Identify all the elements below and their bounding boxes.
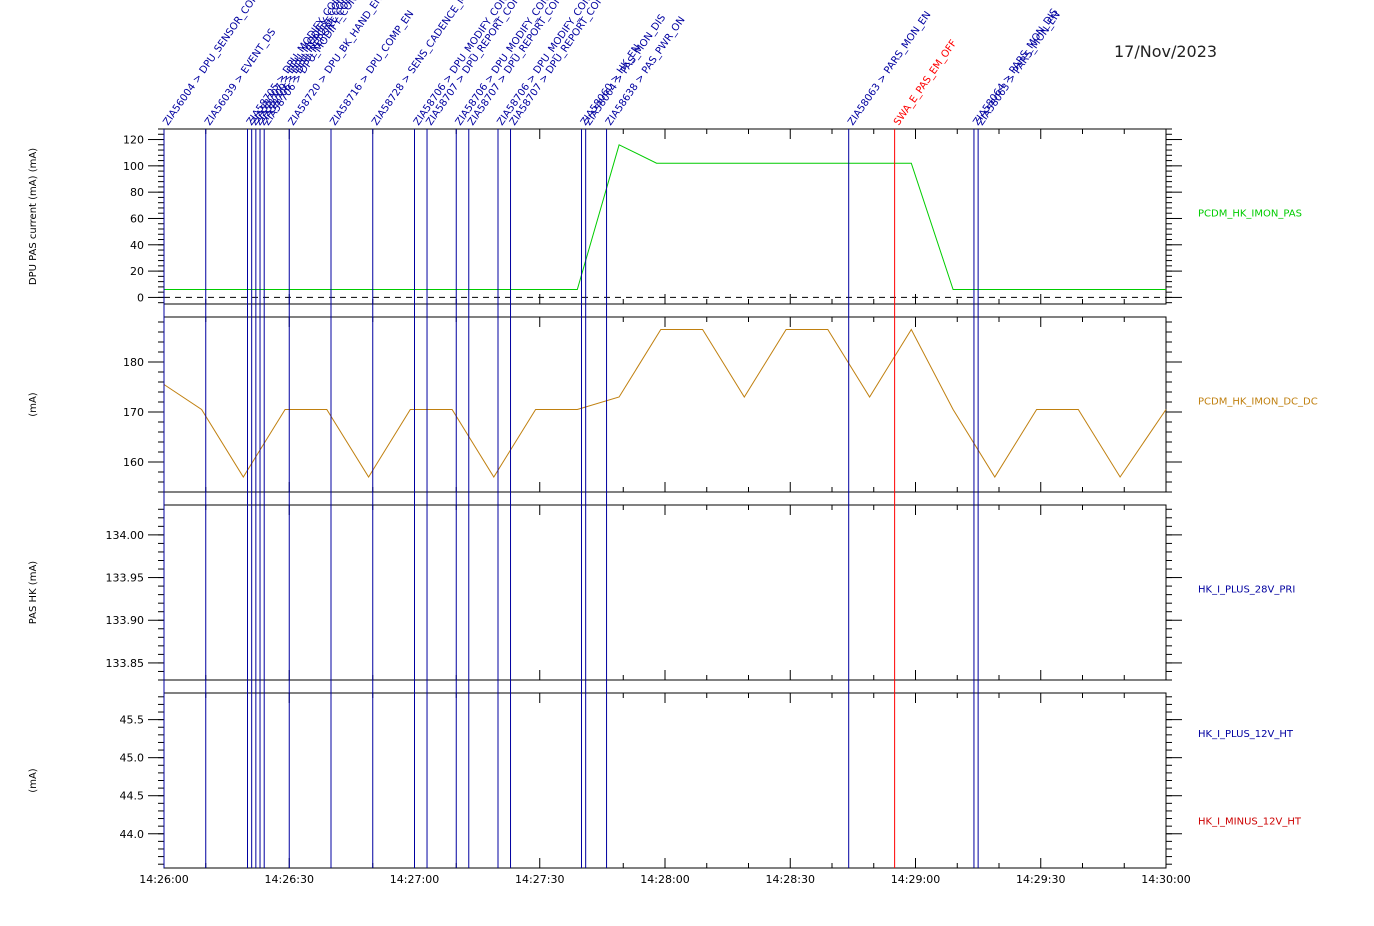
y-tick-label: 80 xyxy=(130,186,144,199)
event-marker: ZIA58728 > SENS_CADENCE_MODE xyxy=(370,0,482,868)
panel-frame xyxy=(163,692,1167,869)
y-tick-label: 160 xyxy=(123,456,144,469)
y-tick-label: 134.00 xyxy=(106,529,145,542)
y-tick-label: 40 xyxy=(130,239,144,252)
y-tick-label: 133.90 xyxy=(106,614,145,627)
x-axis: 14:26:00 14:26:30 14:27:00 14:27:30 14:28:00… xyxy=(139,873,1190,886)
y-tick-label: 45.0 xyxy=(120,752,145,765)
y-tick-label: 0 xyxy=(137,291,144,304)
panel-4: 44.0 44.5 45.0 45.5 (mA) HK_I_PLUS_12V_HT HK_I… xyxy=(28,692,1302,869)
y-axis-label: (mA) xyxy=(28,392,39,416)
panel-1: 0 20 40 60 80 100 120 DPU PAS current (mA) (mA)… xyxy=(28,128,1302,305)
event-marker: ZIA58706 > DPU_REPORT_CONF_PAR xyxy=(257,0,373,868)
event-marker: ZIA58064 > PAS_MON_DIS xyxy=(583,13,668,868)
panel-frame xyxy=(163,504,1167,681)
event-marker: ZIA58709 > DPU_REPORT_CONF_PAR xyxy=(253,0,369,868)
panel-frame xyxy=(163,316,1167,493)
x-tick-label: 14:26:30 xyxy=(265,873,314,886)
event-marker: ZIA58063 > PARS_MON_EN xyxy=(976,10,1063,868)
y-tick-label: 180 xyxy=(123,356,144,369)
y-tick-label: 170 xyxy=(123,406,144,419)
series-line xyxy=(163,328,1167,478)
event-marker: ZIA58064 > PARS_MON_DIS xyxy=(971,7,1061,868)
event-label: ZIA58063 > PARS_MON_EN xyxy=(976,10,1063,128)
event-label: ZIA58716 > DPU_COMP_EN xyxy=(328,9,416,128)
event-marker: ZIA58707 > DPU_REPORT_CONF_PAR xyxy=(466,0,582,868)
event-marker: ZIA58063 > PARS_MON_EN xyxy=(846,10,933,868)
y-tick-label: 100 xyxy=(123,160,144,173)
y-tick-label: 44.5 xyxy=(120,790,145,803)
y-axis-label: PAS HK (mA) xyxy=(28,561,39,624)
event-marker: ZIA58707 > DPU_REPORT_CONF_PAR xyxy=(424,0,540,868)
date-label: 17/Nov/2023 xyxy=(1114,42,1218,61)
y-axis-label: DPU PAS current (mA) (mA) xyxy=(28,148,39,285)
event-marker: ZIA58707 > DPU_MODIFY_CONF_PAR xyxy=(249,0,365,868)
event-marker: ZIA56039 > EVENT_DS xyxy=(203,27,278,868)
panel-frame xyxy=(163,128,1167,305)
legend-label: HK_I_MINUS_12V_HT xyxy=(1198,816,1302,827)
series-line xyxy=(164,144,1166,290)
event-marker: ZIA58720 > DPU_BK_HAND_EN xyxy=(287,0,385,868)
y-tick-label: 133.85 xyxy=(106,657,145,670)
event-marker: ZIA58706 > DPU_MODIFY_CONF_PAR xyxy=(454,0,569,868)
x-tick-label: 14:27:30 xyxy=(515,873,564,886)
y-tick-label: 120 xyxy=(123,134,144,147)
y-tick-label: 60 xyxy=(130,212,144,225)
event-label: ZIA58064 > PAS_MON_DIS xyxy=(583,13,668,128)
x-tick-label: 14:27:00 xyxy=(390,873,439,886)
event-marker: ZIA58705 > DPU_MODIFY_CONF_PAR xyxy=(245,0,360,868)
legend-label: PCDM_HK_IMON_DC_DC xyxy=(1198,397,1318,408)
legend-label: HK_I_PLUS_12V_HT xyxy=(1198,729,1294,740)
y-tick-label: 133.95 xyxy=(106,572,145,585)
x-tick-label: 14:29:00 xyxy=(891,873,940,886)
y-axis-label: (mA) xyxy=(28,768,39,792)
event-marker: ZIA58706 > DPU_MODIFY_CONF_PAR xyxy=(495,0,611,868)
event-marker: SWA_E_PAS_EM_OFF xyxy=(892,38,960,868)
event-marker: ZIA58060 > HK_EN xyxy=(579,43,643,868)
panel-2: 160 170 180 (mA) PCDM_HK_IMON_DC_DC xyxy=(28,316,1318,493)
event-marker: ZIA56004 > DPU_SENSOR_CONTROL xyxy=(161,0,276,868)
panels-layer: 0 20 40 60 80 100 120 DPU PAS current (mA) (mA)… xyxy=(28,128,1318,869)
event-label: ZIA58063 > PARS_MON_EN xyxy=(846,10,933,128)
x-tick-label: 14:29:30 xyxy=(1016,873,1065,886)
x-tick-label: 14:30:00 xyxy=(1141,873,1190,886)
y-tick-label: 45.5 xyxy=(120,714,145,727)
legend-label: HK_I_PLUS_28V_PRI xyxy=(1198,585,1295,596)
y-tick-label: 20 xyxy=(130,265,144,278)
event-marker: ZIA58638 > PAS_PWR_ON xyxy=(604,15,688,868)
y-tick-label: 44.0 xyxy=(120,828,145,841)
x-tick-label: 14:28:00 xyxy=(640,873,689,886)
panel-3: 133.85 133.90 133.95 134.00 PAS HK (mA) HK_I_… xyxy=(28,504,1295,681)
x-tick-label: 14:28:30 xyxy=(766,873,815,886)
event-marker: ZIA58706 > DPU_MODIFY_CONF_PAR xyxy=(262,0,377,868)
legend-label: PCDM_HK_IMON_PAS xyxy=(1198,209,1302,220)
x-tick-label: 14:26:00 xyxy=(139,873,188,886)
